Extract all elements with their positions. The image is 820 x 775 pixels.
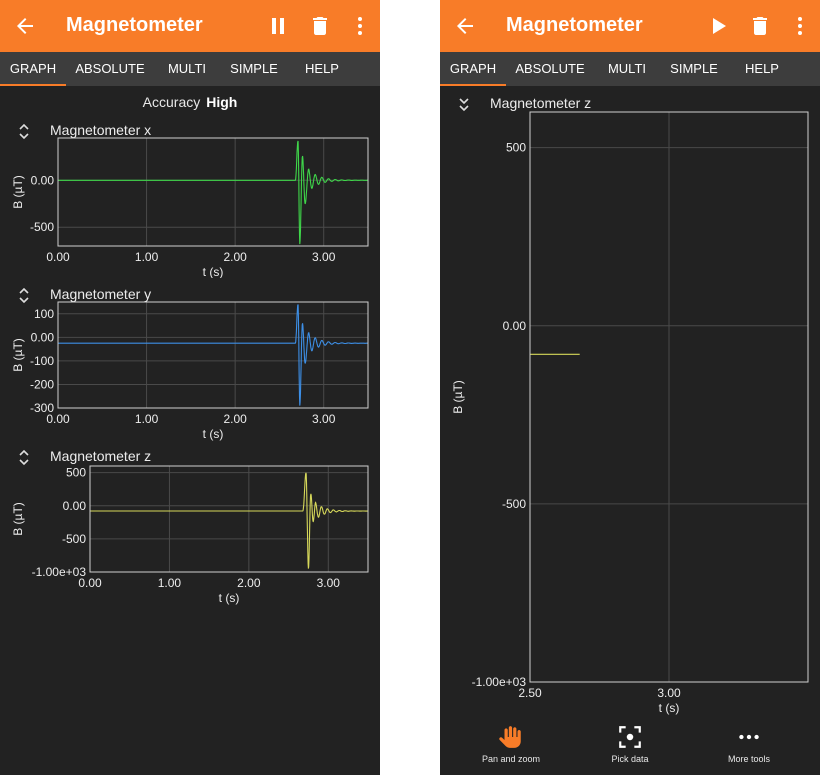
x-tick-label: 1.00 [135,412,159,426]
y-tick-label: -100 [30,354,54,368]
graph-magnetometer-y[interactable]: Magnetometer y 100 0.00 -100 -200 -300 0.00 1.0… [0,282,380,446]
graph-title: Magnetometer z [50,448,151,464]
app-title: Magnetometer [66,14,203,36]
x-axis-label: t (s) [219,591,240,605]
tab-help[interactable]: HELP [745,61,779,76]
tab-simple[interactable]: SIMPLE [670,61,718,76]
x-tick-label: 2.00 [237,576,261,590]
tab-graph[interactable]: GRAPH [0,52,66,86]
data-series-line [90,472,369,569]
plot-frame [57,301,369,409]
app-bar: Magnetometer [440,0,820,52]
accuracy-label: Accuracy [142,94,201,110]
data-series-line [58,140,368,245]
tab-simple[interactable]: SIMPLE [230,61,278,76]
x-tick-label: 0.00 [46,412,70,426]
delete-icon[interactable] [308,14,332,38]
delete-icon[interactable] [748,14,772,38]
graph-title: Magnetometer y [50,286,151,302]
tab-multi[interactable]: MULTI [167,61,207,76]
expand-icon [19,449,29,466]
graph-title: Magnetometer x [50,122,151,138]
y-tick-label: -1.00e+03 [472,675,527,689]
tab-multi[interactable]: MULTI [607,61,647,76]
accuracy-value: High [206,94,238,110]
x-tick-label: 2.50 [518,686,542,700]
x-axis-label: t (s) [203,265,224,278]
graph-title: Magnetometer z [490,95,591,111]
x-tick-label: 0.00 [46,250,70,264]
pause-icon[interactable] [266,14,290,38]
x-tick-label: 2.00 [223,250,247,264]
collapse-icon [459,98,469,112]
target-icon [619,726,641,748]
plot-frame [57,137,369,247]
right-phone-screen: Magnetometer GRAPH ABSOLUTE MULTI SIMPLE… [440,0,820,775]
more-vert-icon[interactable] [348,14,372,38]
accuracy-indicator: Accuracy High [0,94,380,110]
x-tick-label: 1.00 [135,250,159,264]
x-tick-label: 3.00 [312,250,336,264]
y-axis-label: B (µT) [11,502,25,536]
x-tick-label: 3.00 [312,412,336,426]
pick-data-tool[interactable]: Pick data [567,716,693,775]
back-arrow-icon[interactable] [452,14,478,38]
y-tick-label: -200 [30,377,54,391]
plot-frame [529,111,809,683]
bottom-toolbar: Pan and zoom Pick data More tools [440,716,820,775]
hand-icon [499,726,521,748]
tab-graph[interactable]: GRAPH [440,52,506,86]
more-horiz-icon [739,734,759,740]
left-phone-screen: Magnetometer GRAPH ABSOLUTE MULTI SIMPLE… [0,0,380,775]
y-tick-label: 0.00 [503,319,527,333]
tool-label: Pan and zoom [481,754,541,764]
y-tick-label: 500 [66,466,86,480]
back-arrow-icon[interactable] [12,14,38,38]
x-axis-label: t (s) [659,701,680,715]
tool-label: Pick data [611,754,649,764]
graph-magnetometer-z[interactable]: Magnetometer z 500 0.00 -500 -1.00e+03 0.00 1.… [0,444,380,614]
x-tick-label: 1.00 [158,576,182,590]
y-tick-label: -300 [30,401,54,415]
expand-icon [19,287,29,304]
y-tick-label: -1.00e+03 [32,565,87,579]
y-tick-label: 100 [34,307,54,321]
y-axis-label: B (µT) [11,175,25,209]
tab-bar: GRAPH ABSOLUTE MULTI SIMPLE HELP [440,52,820,86]
more-tools[interactable]: More tools [686,716,812,775]
tab-help[interactable]: HELP [305,61,339,76]
app-title: Magnetometer [506,14,643,36]
y-axis-label: B (µT) [11,338,25,372]
x-tick-label: 3.00 [317,576,341,590]
y-tick-label: 500 [506,141,526,155]
y-tick-label: 0.00 [31,173,55,187]
y-tick-label: -500 [502,497,526,511]
more-vert-icon[interactable] [788,14,812,38]
y-tick-label: -500 [30,220,54,234]
pan-zoom-tool[interactable]: Pan and zoom [448,716,574,775]
x-tick-label: 0.00 [78,576,102,590]
graph-magnetometer-z-expanded[interactable]: Magnetometer z 500 0.00 -500 -1.00e+03 2.50 3.… [440,92,820,716]
tab-absolute[interactable]: ABSOLUTE [515,61,585,76]
expand-icon [19,123,29,140]
graph-magnetometer-x[interactable]: Magnetometer x 0.00 -500 0.00 1.00 2.00 3.00 t … [0,118,380,278]
x-tick-label: 3.00 [657,686,681,700]
y-tick-label: 0.00 [63,499,87,513]
tab-absolute[interactable]: ABSOLUTE [75,61,145,76]
x-axis-label: t (s) [203,427,224,441]
y-tick-label: 0.00 [31,330,55,344]
tab-bar: GRAPH ABSOLUTE MULTI SIMPLE HELP [0,52,380,86]
data-series-line [58,304,368,406]
y-tick-label: -500 [62,532,86,546]
app-bar: Magnetometer [0,0,380,52]
x-tick-label: 2.00 [223,412,247,426]
y-axis-label: B (µT) [451,380,465,414]
play-icon[interactable] [706,14,730,38]
plot-frame [89,465,369,573]
tool-label: More tools [727,754,771,764]
